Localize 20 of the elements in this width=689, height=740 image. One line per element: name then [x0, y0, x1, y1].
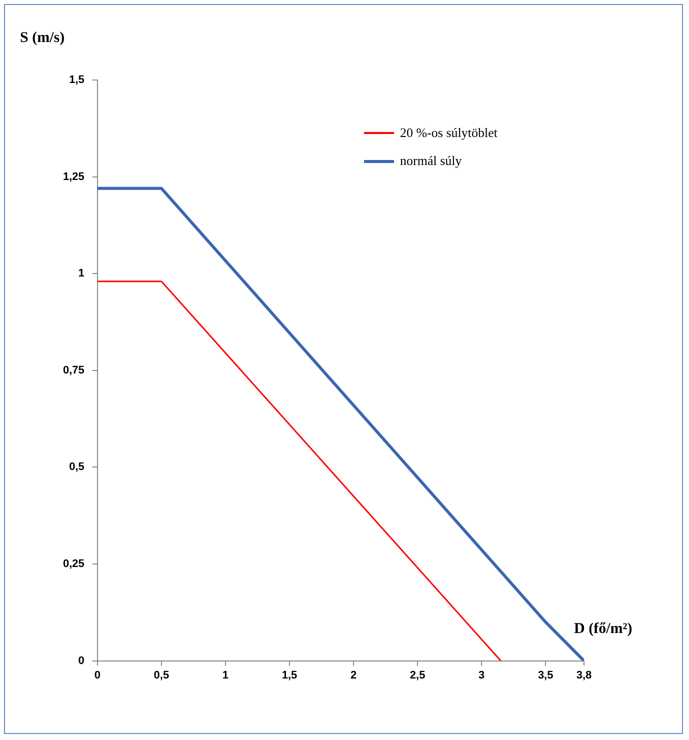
x-axis-title: D (fő/m²) — [574, 620, 632, 638]
x-tick-label: 1 — [222, 669, 229, 682]
y-axis-title: S (m/s) — [20, 30, 65, 47]
x-tick-label: 0 — [94, 669, 100, 682]
x-tick-label: 3,5 — [538, 669, 554, 682]
y-tick-label: 0,25 — [62, 558, 84, 570]
x-tick-label: 3 — [478, 669, 485, 682]
x-tick-label: 2,5 — [410, 669, 426, 682]
y-tick-label: 1,5 — [69, 74, 84, 86]
y-tick-label: 0,75 — [62, 364, 84, 376]
y-tick-label: 1 — [78, 268, 84, 280]
x-tick-label: 1,5 — [282, 669, 298, 682]
x-tick-label: 2 — [350, 669, 357, 682]
y-tick-label: 0,5 — [69, 461, 84, 474]
legend-label: 20 %-os súlytöblet — [400, 125, 498, 141]
x-tick-label: 3,8 — [576, 669, 592, 682]
x-tick-label: 0,5 — [154, 669, 170, 682]
y-tick-label: 1,25 — [62, 170, 84, 183]
legend-label: normál súly — [400, 153, 462, 169]
y-tick-label: 0 — [78, 654, 84, 667]
